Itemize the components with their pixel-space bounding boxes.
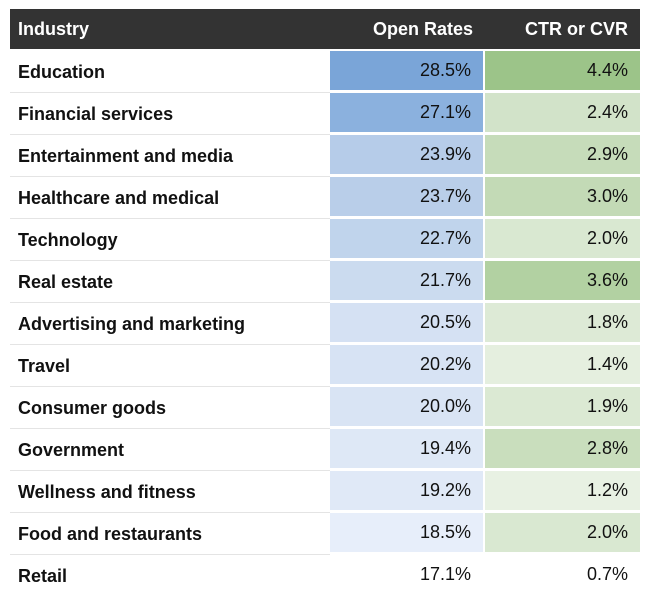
industry-cell: Government bbox=[10, 429, 330, 471]
ctr-cvr-cell: 3.6% bbox=[485, 261, 640, 303]
open-rate-cell: 19.4% bbox=[330, 429, 485, 471]
industry-cell: Healthcare and medical bbox=[10, 177, 330, 219]
open-rate-cell: 27.1% bbox=[330, 93, 485, 135]
open-rate-cell: 23.7% bbox=[330, 177, 485, 219]
industry-cell: Financial services bbox=[10, 93, 330, 135]
table-body: Education 28.5% 4.4% Financial services … bbox=[10, 51, 640, 597]
ctr-cvr-cell: 1.9% bbox=[485, 387, 640, 429]
table-row: Travel 20.2% 1.4% bbox=[10, 345, 640, 387]
industry-cell: Technology bbox=[10, 219, 330, 261]
industry-cell: Advertising and marketing bbox=[10, 303, 330, 345]
ctr-cvr-cell: 2.9% bbox=[485, 135, 640, 177]
column-header-ctr-or-cvr: CTR or CVR bbox=[525, 18, 628, 39]
table-row: Entertainment and media 23.9% 2.9% bbox=[10, 135, 640, 177]
open-rate-cell: 18.5% bbox=[330, 513, 485, 555]
column-header-open-rates: Open Rates bbox=[372, 18, 473, 39]
column-header-industry: Industry bbox=[18, 18, 90, 39]
ctr-cvr-cell: 2.8% bbox=[485, 429, 640, 471]
table-row: Advertising and marketing 20.5% 1.8% bbox=[10, 303, 640, 345]
open-rate-cell: 20.5% bbox=[330, 303, 485, 345]
ctr-cvr-cell: 4.4% bbox=[485, 51, 640, 93]
open-rate-cell: 22.7% bbox=[330, 219, 485, 261]
table-row: Technology 22.7% 2.0% bbox=[10, 219, 640, 261]
table-row: Consumer goods 20.0% 1.9% bbox=[10, 387, 640, 429]
open-rate-cell: 23.9% bbox=[330, 135, 485, 177]
table-header-row: Industry Open Rates CTR or CVR bbox=[10, 9, 640, 49]
open-rate-cell: 17.1% bbox=[330, 555, 485, 597]
open-rate-cell: 21.7% bbox=[330, 261, 485, 303]
table-row: Wellness and fitness 19.2% 1.2% bbox=[10, 471, 640, 513]
ctr-cvr-cell: 2.0% bbox=[485, 513, 640, 555]
industry-cell: Wellness and fitness bbox=[10, 471, 330, 513]
industry-cell: Consumer goods bbox=[10, 387, 330, 429]
industry-cell: Food and restaurants bbox=[10, 513, 330, 555]
open-rate-cell: 20.0% bbox=[330, 387, 485, 429]
industry-cell: Retail bbox=[18, 565, 68, 586]
table-row: Education 28.5% 4.4% bbox=[10, 51, 640, 93]
table-row: Financial services 27.1% 2.4% bbox=[10, 93, 640, 135]
ctr-cvr-cell: 1.8% bbox=[485, 303, 640, 345]
email-benchmarks-table: Industry Open Rates CTR or CVR Education… bbox=[10, 9, 640, 597]
table-row: Real estate 21.7% 3.6% bbox=[10, 261, 640, 303]
open-rate-cell: 19.2% bbox=[330, 471, 485, 513]
industry-cell: Travel bbox=[10, 345, 330, 387]
industry-cell: Education bbox=[10, 51, 330, 93]
table-row: Government 19.4% 2.8% bbox=[10, 429, 640, 471]
industry-cell: Real estate bbox=[10, 261, 330, 303]
ctr-cvr-cell: 1.4% bbox=[485, 345, 640, 387]
open-rate-cell: 28.5% bbox=[330, 51, 485, 93]
table-row: Healthcare and medical 23.7% 3.0% bbox=[10, 177, 640, 219]
table-row: Retail 17.1% 0.7% bbox=[10, 555, 640, 597]
ctr-cvr-cell: 1.2% bbox=[485, 471, 640, 513]
ctr-cvr-cell: 0.7% bbox=[485, 555, 640, 597]
ctr-cvr-cell: 3.0% bbox=[485, 177, 640, 219]
table-row: Food and restaurants 18.5% 2.0% bbox=[10, 513, 640, 555]
ctr-cvr-cell: 2.0% bbox=[485, 219, 640, 261]
open-rate-cell: 20.2% bbox=[330, 345, 485, 387]
ctr-cvr-cell: 2.4% bbox=[485, 93, 640, 135]
industry-cell: Entertainment and media bbox=[10, 135, 330, 177]
